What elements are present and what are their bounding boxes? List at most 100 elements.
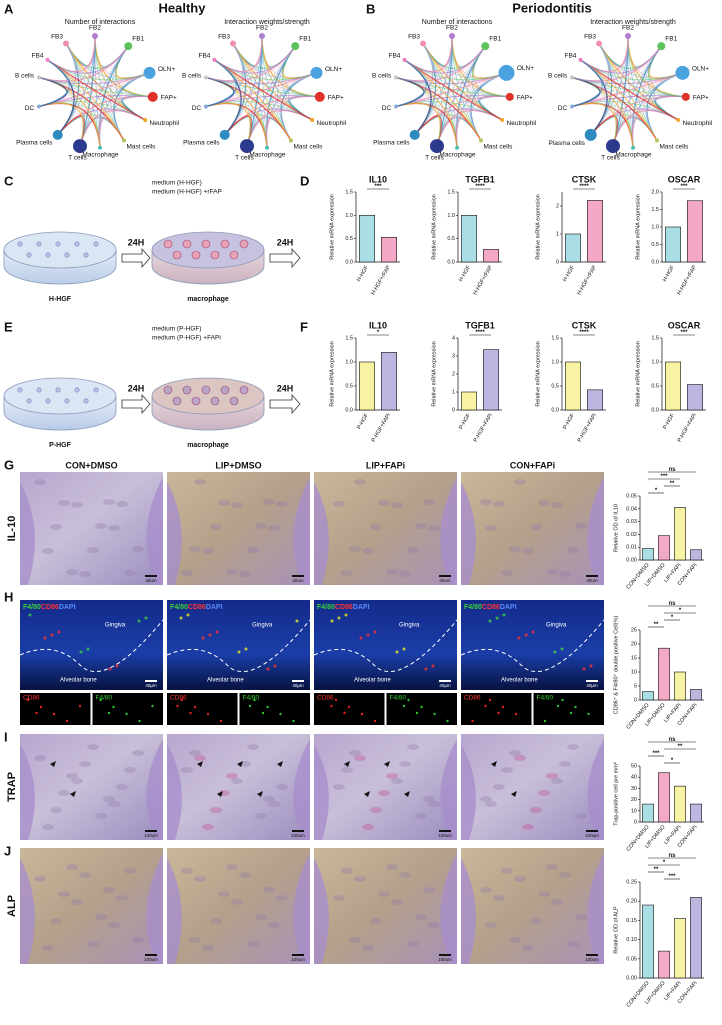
channel-signal	[78, 704, 82, 708]
tissue-texture	[263, 499, 275, 505]
significance-label: *	[377, 330, 380, 336]
panel-letter: I	[4, 729, 8, 744]
channel-signal	[180, 698, 184, 702]
cell	[229, 396, 239, 406]
scale-label: 100um	[585, 957, 599, 962]
signal	[273, 664, 277, 668]
tissue-texture	[370, 524, 382, 530]
channel-signal	[343, 711, 346, 715]
region-label: Gingiva	[399, 623, 420, 629]
cell	[55, 241, 61, 247]
group-header: LIP+FAPi	[366, 460, 405, 470]
bar	[642, 904, 654, 979]
tissue-texture	[194, 876, 206, 882]
cell	[83, 398, 89, 404]
significance-label: ns	[668, 853, 676, 859]
node-label: FB2	[446, 25, 458, 32]
tissue-texture	[132, 937, 144, 943]
channel-signal	[39, 705, 43, 709]
tooth-outline	[167, 482, 182, 585]
network-edge	[414, 72, 507, 135]
tissue-texture	[341, 570, 353, 576]
network-node	[505, 92, 514, 101]
network-node	[584, 128, 597, 141]
tissue-texture	[538, 790, 550, 796]
chart-title: IL10	[369, 174, 387, 184]
tissue-texture	[108, 525, 120, 531]
channel-signal	[206, 712, 210, 716]
bar	[690, 689, 702, 701]
x-tick-label: P-HGF	[356, 412, 370, 430]
cell	[201, 385, 211, 395]
node-label: Macrophage	[82, 151, 119, 158]
channel-signal	[587, 712, 590, 716]
arrowhead	[384, 761, 390, 767]
significance-label: ****	[475, 184, 485, 190]
network-node	[596, 40, 602, 47]
tissue-texture	[255, 914, 267, 920]
y-tick-label: 0.5	[447, 236, 455, 242]
tissue-texture	[124, 868, 136, 874]
bar	[658, 647, 670, 701]
channel-signal	[471, 719, 474, 723]
network-node	[605, 139, 620, 154]
tissue-texture	[551, 502, 563, 508]
tooth-outline	[461, 744, 476, 840]
y-axis-label: Relative mRNA expression	[535, 341, 541, 406]
signal	[553, 650, 557, 654]
signal	[266, 667, 270, 671]
tissue-texture	[132, 546, 144, 552]
network-edge	[470, 109, 503, 141]
significance-label: ****	[579, 184, 589, 190]
cell	[64, 252, 70, 258]
node-label: OLN+	[325, 66, 342, 73]
network-node	[259, 33, 265, 39]
dish-label: macrophage	[187, 442, 229, 449]
tissue-texture	[103, 887, 115, 893]
y-tick-label: 0.0	[345, 407, 353, 413]
network-edge	[395, 77, 430, 135]
y-tick-label: 1.0	[345, 359, 353, 365]
tissue-texture	[407, 941, 419, 947]
signal	[244, 647, 248, 651]
channel-signal	[334, 698, 338, 702]
y-tick-label: 1.5	[551, 335, 559, 341]
cell	[182, 239, 192, 249]
channel-signal	[35, 711, 38, 715]
y-tick-label: 5	[634, 683, 637, 689]
scale-bar	[586, 954, 598, 956]
significance-label: ***	[680, 330, 688, 336]
signal	[50, 633, 54, 637]
y-tick-label: 1.5	[345, 335, 353, 341]
stain-part: F4/80	[23, 604, 41, 611]
channel-image	[20, 693, 91, 725]
tissue-texture	[95, 523, 107, 529]
channel-signal	[138, 719, 141, 723]
x-tick-label: P-HGF+FAPi	[677, 413, 698, 444]
significance-label: ns	[668, 601, 676, 607]
signal	[373, 630, 377, 634]
bar	[658, 950, 670, 979]
channel-label: F4/80	[243, 695, 260, 702]
channel-label: F4/80	[537, 695, 554, 702]
signal	[237, 650, 241, 654]
cell	[36, 241, 42, 247]
tissue-texture	[559, 571, 571, 577]
channel-signal	[420, 705, 423, 709]
network-edge	[205, 77, 240, 135]
tissue-texture	[386, 864, 398, 870]
signal	[517, 636, 521, 640]
micrograph	[461, 472, 604, 585]
bar	[642, 803, 654, 823]
node-label: Macrophage	[439, 151, 476, 158]
tissue-texture	[263, 887, 275, 893]
scale-bar	[145, 954, 157, 956]
tissue-texture	[399, 761, 411, 767]
micrograph	[167, 600, 310, 690]
y-axis-label: Relative mRNA expression	[329, 341, 335, 406]
signal	[295, 619, 299, 623]
arrowhead	[70, 791, 76, 797]
y-tick-label: 0.00	[626, 557, 637, 563]
signal	[560, 647, 564, 651]
y-tick-label: 1	[452, 389, 455, 395]
